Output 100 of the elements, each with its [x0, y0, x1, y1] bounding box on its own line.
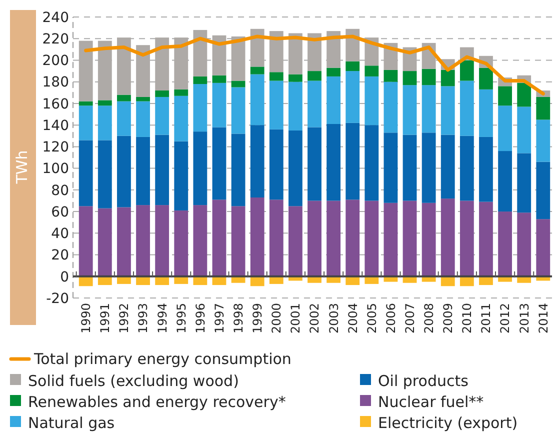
- bar: [460, 136, 474, 201]
- bar: [536, 162, 550, 220]
- bar: [155, 205, 170, 276]
- bar: [479, 89, 493, 137]
- bar: [78, 206, 93, 276]
- bar: [117, 136, 131, 208]
- bar: [346, 200, 360, 276]
- bar: [402, 85, 417, 135]
- bar: [440, 70, 455, 86]
- y-tick-label: 200: [42, 53, 69, 70]
- bar: [98, 106, 112, 140]
- bar: [308, 200, 322, 276]
- x-tick-label: 1992: [117, 303, 132, 334]
- y-tick-label: 160: [42, 96, 69, 112]
- bar: [193, 205, 208, 276]
- bar: [460, 60, 474, 81]
- y-tick-label: 20: [51, 248, 69, 264]
- bar: [231, 80, 246, 88]
- bar: [517, 82, 532, 107]
- y-tick-label: 240: [42, 10, 69, 26]
- legend-label: Electricity (export): [378, 414, 518, 432]
- legend-label: Oil products: [378, 372, 469, 390]
- bar: [269, 72, 284, 81]
- bar: [498, 106, 512, 152]
- bar: [422, 132, 436, 203]
- y-tick-label: 60: [51, 204, 69, 220]
- bar: [136, 101, 150, 137]
- bar: [364, 66, 379, 76]
- legend-label: Natural gas: [28, 414, 115, 432]
- bar: [422, 85, 436, 133]
- bar: [536, 120, 550, 162]
- y-tick-label: 40: [51, 226, 69, 242]
- x-tick-label: 2009: [441, 303, 456, 334]
- x-tick-label: 2014: [536, 303, 550, 334]
- bar: [326, 124, 341, 201]
- bar: [174, 210, 188, 276]
- bar: [364, 200, 379, 276]
- y-tick-label: 180: [42, 74, 69, 91]
- bar: [498, 212, 512, 276]
- bar: [384, 82, 398, 133]
- x-tick-label: 2007: [402, 303, 417, 334]
- bar: [308, 127, 322, 201]
- bar: [98, 208, 112, 276]
- x-tick-label: 1993: [136, 303, 150, 334]
- bar: [174, 89, 188, 96]
- bar: [250, 74, 264, 126]
- bar: [460, 80, 474, 136]
- bar: [155, 90, 170, 97]
- x-tick-label: 2010: [460, 303, 474, 334]
- bar: [288, 206, 302, 276]
- bar: [402, 200, 417, 276]
- bar: [422, 68, 436, 86]
- x-tick-label: 2011: [479, 303, 494, 334]
- bar: [384, 202, 398, 276]
- bar: [346, 71, 360, 123]
- bar: [231, 87, 246, 134]
- bar: [346, 122, 360, 200]
- bar: [288, 82, 302, 130]
- x-tick-label: 2004: [346, 303, 360, 334]
- bar: [250, 197, 264, 276]
- bar: [98, 100, 112, 106]
- bar: [384, 132, 398, 203]
- bar: [212, 75, 226, 83]
- bar: [364, 76, 379, 126]
- x-tick-label: 2008: [422, 303, 436, 334]
- x-tick-label: 1998: [231, 303, 246, 334]
- bar: [78, 140, 93, 206]
- bar: [479, 136, 493, 202]
- bar: [326, 68, 341, 76]
- bar: [498, 86, 512, 106]
- x-tick-label: 1991: [98, 303, 112, 334]
- bar: [440, 86, 455, 135]
- bar: [422, 202, 436, 276]
- legend-label: Solid fuels (excluding wood): [28, 372, 239, 390]
- bar: [212, 200, 226, 276]
- bar: [364, 125, 379, 201]
- bar: [288, 74, 302, 82]
- bar: [479, 68, 493, 90]
- bar: [193, 84, 208, 132]
- bar: [308, 80, 322, 128]
- bar: [402, 134, 417, 201]
- x-tick-label: 1990: [79, 303, 94, 334]
- bar: [460, 200, 474, 276]
- legend-label: Nuclear fuel**: [378, 393, 484, 411]
- bar: [288, 130, 302, 206]
- y-tick-label: 0: [60, 269, 69, 286]
- bar: [269, 129, 284, 200]
- x-tick-label: 2013: [517, 303, 532, 334]
- x-tick-label: 2003: [326, 303, 341, 334]
- y-tick-label: -20: [46, 290, 69, 307]
- bar: [517, 106, 532, 154]
- line-series: [84, 34, 545, 96]
- x-tick-label: 1996: [193, 303, 208, 334]
- bar: [498, 151, 512, 212]
- bar: [117, 207, 131, 276]
- bar: [346, 61, 360, 72]
- x-tick-label: 2002: [308, 303, 322, 334]
- bar: [536, 96, 550, 120]
- bar: [231, 134, 246, 206]
- legend-label: Total primary energy consumption: [33, 350, 292, 368]
